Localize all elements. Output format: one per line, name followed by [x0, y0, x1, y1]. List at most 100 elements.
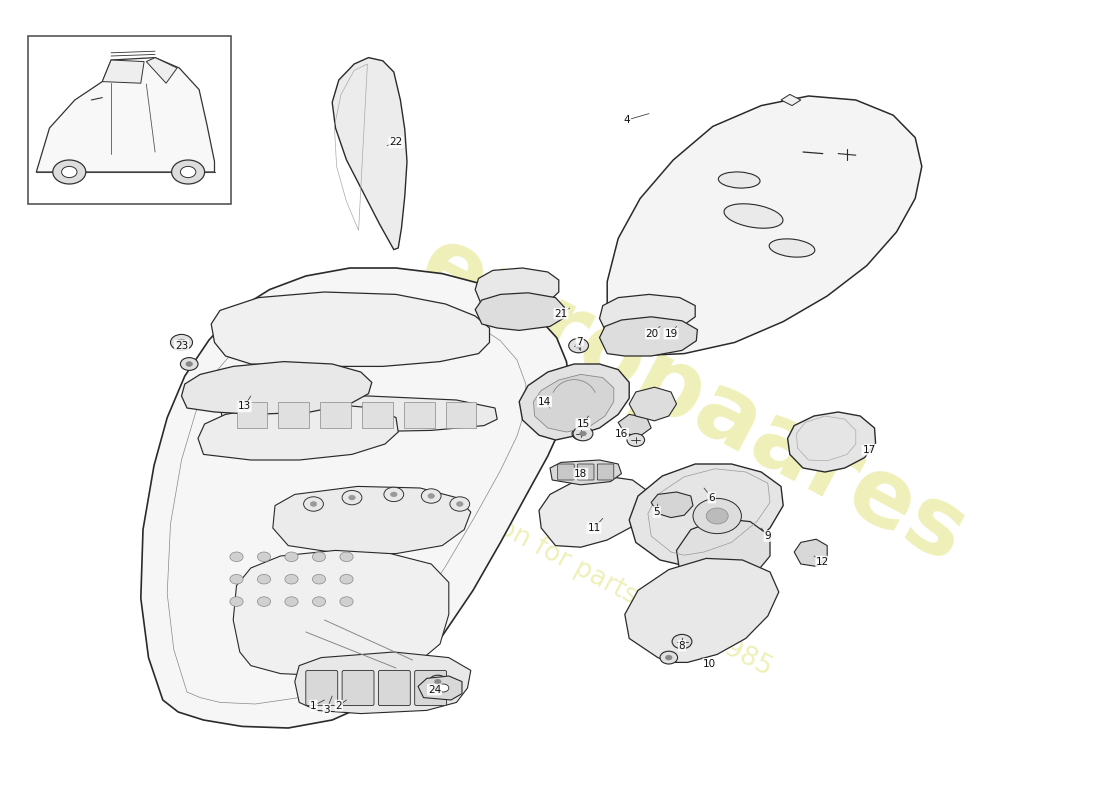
Polygon shape	[607, 96, 922, 355]
Polygon shape	[781, 94, 801, 106]
Circle shape	[575, 343, 582, 348]
Polygon shape	[475, 293, 564, 330]
Polygon shape	[404, 402, 434, 428]
Circle shape	[672, 634, 692, 649]
Circle shape	[570, 339, 587, 352]
Circle shape	[450, 497, 470, 511]
Circle shape	[304, 497, 323, 511]
Circle shape	[438, 684, 449, 692]
Polygon shape	[102, 60, 144, 83]
Circle shape	[310, 502, 317, 506]
Polygon shape	[220, 396, 497, 432]
Text: 21: 21	[554, 309, 568, 318]
Circle shape	[230, 597, 243, 606]
Text: 14: 14	[538, 397, 551, 406]
Text: 5: 5	[653, 507, 660, 517]
Text: 17: 17	[862, 445, 876, 454]
Ellipse shape	[718, 172, 760, 188]
Polygon shape	[676, 518, 770, 590]
Circle shape	[627, 434, 645, 446]
Text: 4: 4	[624, 115, 630, 125]
Polygon shape	[278, 402, 309, 428]
Polygon shape	[233, 550, 449, 676]
FancyBboxPatch shape	[342, 670, 374, 706]
Circle shape	[340, 574, 353, 584]
Text: 7: 7	[576, 337, 583, 346]
Text: 24: 24	[428, 685, 441, 694]
Text: 1: 1	[310, 701, 317, 710]
Circle shape	[230, 574, 243, 584]
Polygon shape	[146, 58, 177, 83]
Circle shape	[285, 574, 298, 584]
Circle shape	[340, 552, 353, 562]
Text: 3: 3	[323, 705, 330, 714]
Text: 9: 9	[764, 531, 771, 541]
Circle shape	[421, 489, 441, 503]
FancyBboxPatch shape	[28, 36, 231, 204]
Polygon shape	[651, 492, 693, 518]
Polygon shape	[600, 294, 695, 336]
Ellipse shape	[769, 239, 815, 257]
Circle shape	[428, 494, 435, 498]
Text: 10: 10	[703, 659, 716, 669]
Polygon shape	[794, 539, 827, 566]
Polygon shape	[550, 460, 622, 485]
Text: europaares: europaares	[405, 218, 981, 582]
Circle shape	[569, 338, 589, 353]
Text: 8: 8	[679, 641, 685, 650]
Circle shape	[172, 160, 205, 184]
Circle shape	[285, 597, 298, 606]
Polygon shape	[36, 58, 215, 172]
FancyBboxPatch shape	[597, 464, 614, 480]
Circle shape	[180, 166, 196, 178]
FancyBboxPatch shape	[558, 464, 574, 480]
Polygon shape	[629, 387, 676, 421]
Circle shape	[257, 574, 271, 584]
Polygon shape	[320, 402, 351, 428]
Polygon shape	[273, 486, 471, 554]
Text: 22: 22	[389, 138, 403, 147]
Circle shape	[186, 362, 192, 366]
Text: 11: 11	[587, 523, 601, 533]
Text: 19: 19	[664, 329, 678, 338]
Circle shape	[706, 508, 728, 524]
Text: 16: 16	[615, 429, 628, 438]
Polygon shape	[198, 404, 398, 460]
Polygon shape	[618, 414, 651, 436]
Circle shape	[434, 679, 441, 684]
Text: a passion for parts since 1985: a passion for parts since 1985	[411, 471, 777, 681]
Circle shape	[312, 552, 326, 562]
Text: 23: 23	[175, 341, 188, 350]
Circle shape	[693, 498, 741, 534]
Circle shape	[312, 597, 326, 606]
Polygon shape	[446, 402, 476, 428]
Polygon shape	[332, 58, 407, 250]
Polygon shape	[534, 374, 614, 432]
Circle shape	[572, 427, 590, 440]
Circle shape	[312, 574, 326, 584]
Circle shape	[660, 651, 678, 664]
Circle shape	[285, 552, 298, 562]
Polygon shape	[236, 402, 267, 428]
Circle shape	[573, 426, 593, 441]
Text: 6: 6	[708, 493, 715, 502]
Circle shape	[170, 334, 192, 350]
Polygon shape	[182, 362, 372, 414]
Polygon shape	[629, 464, 783, 566]
Polygon shape	[211, 292, 490, 366]
Circle shape	[390, 492, 397, 497]
Circle shape	[580, 431, 586, 436]
Circle shape	[342, 490, 362, 505]
Circle shape	[456, 502, 463, 506]
Text: 15: 15	[576, 419, 590, 429]
Text: 13: 13	[238, 402, 251, 411]
Polygon shape	[295, 652, 471, 714]
Text: 2: 2	[336, 701, 342, 710]
Circle shape	[177, 339, 186, 346]
Circle shape	[429, 675, 447, 688]
Circle shape	[384, 487, 404, 502]
Text: 12: 12	[816, 557, 829, 566]
Polygon shape	[625, 558, 779, 662]
FancyBboxPatch shape	[378, 670, 410, 706]
Polygon shape	[600, 317, 697, 356]
